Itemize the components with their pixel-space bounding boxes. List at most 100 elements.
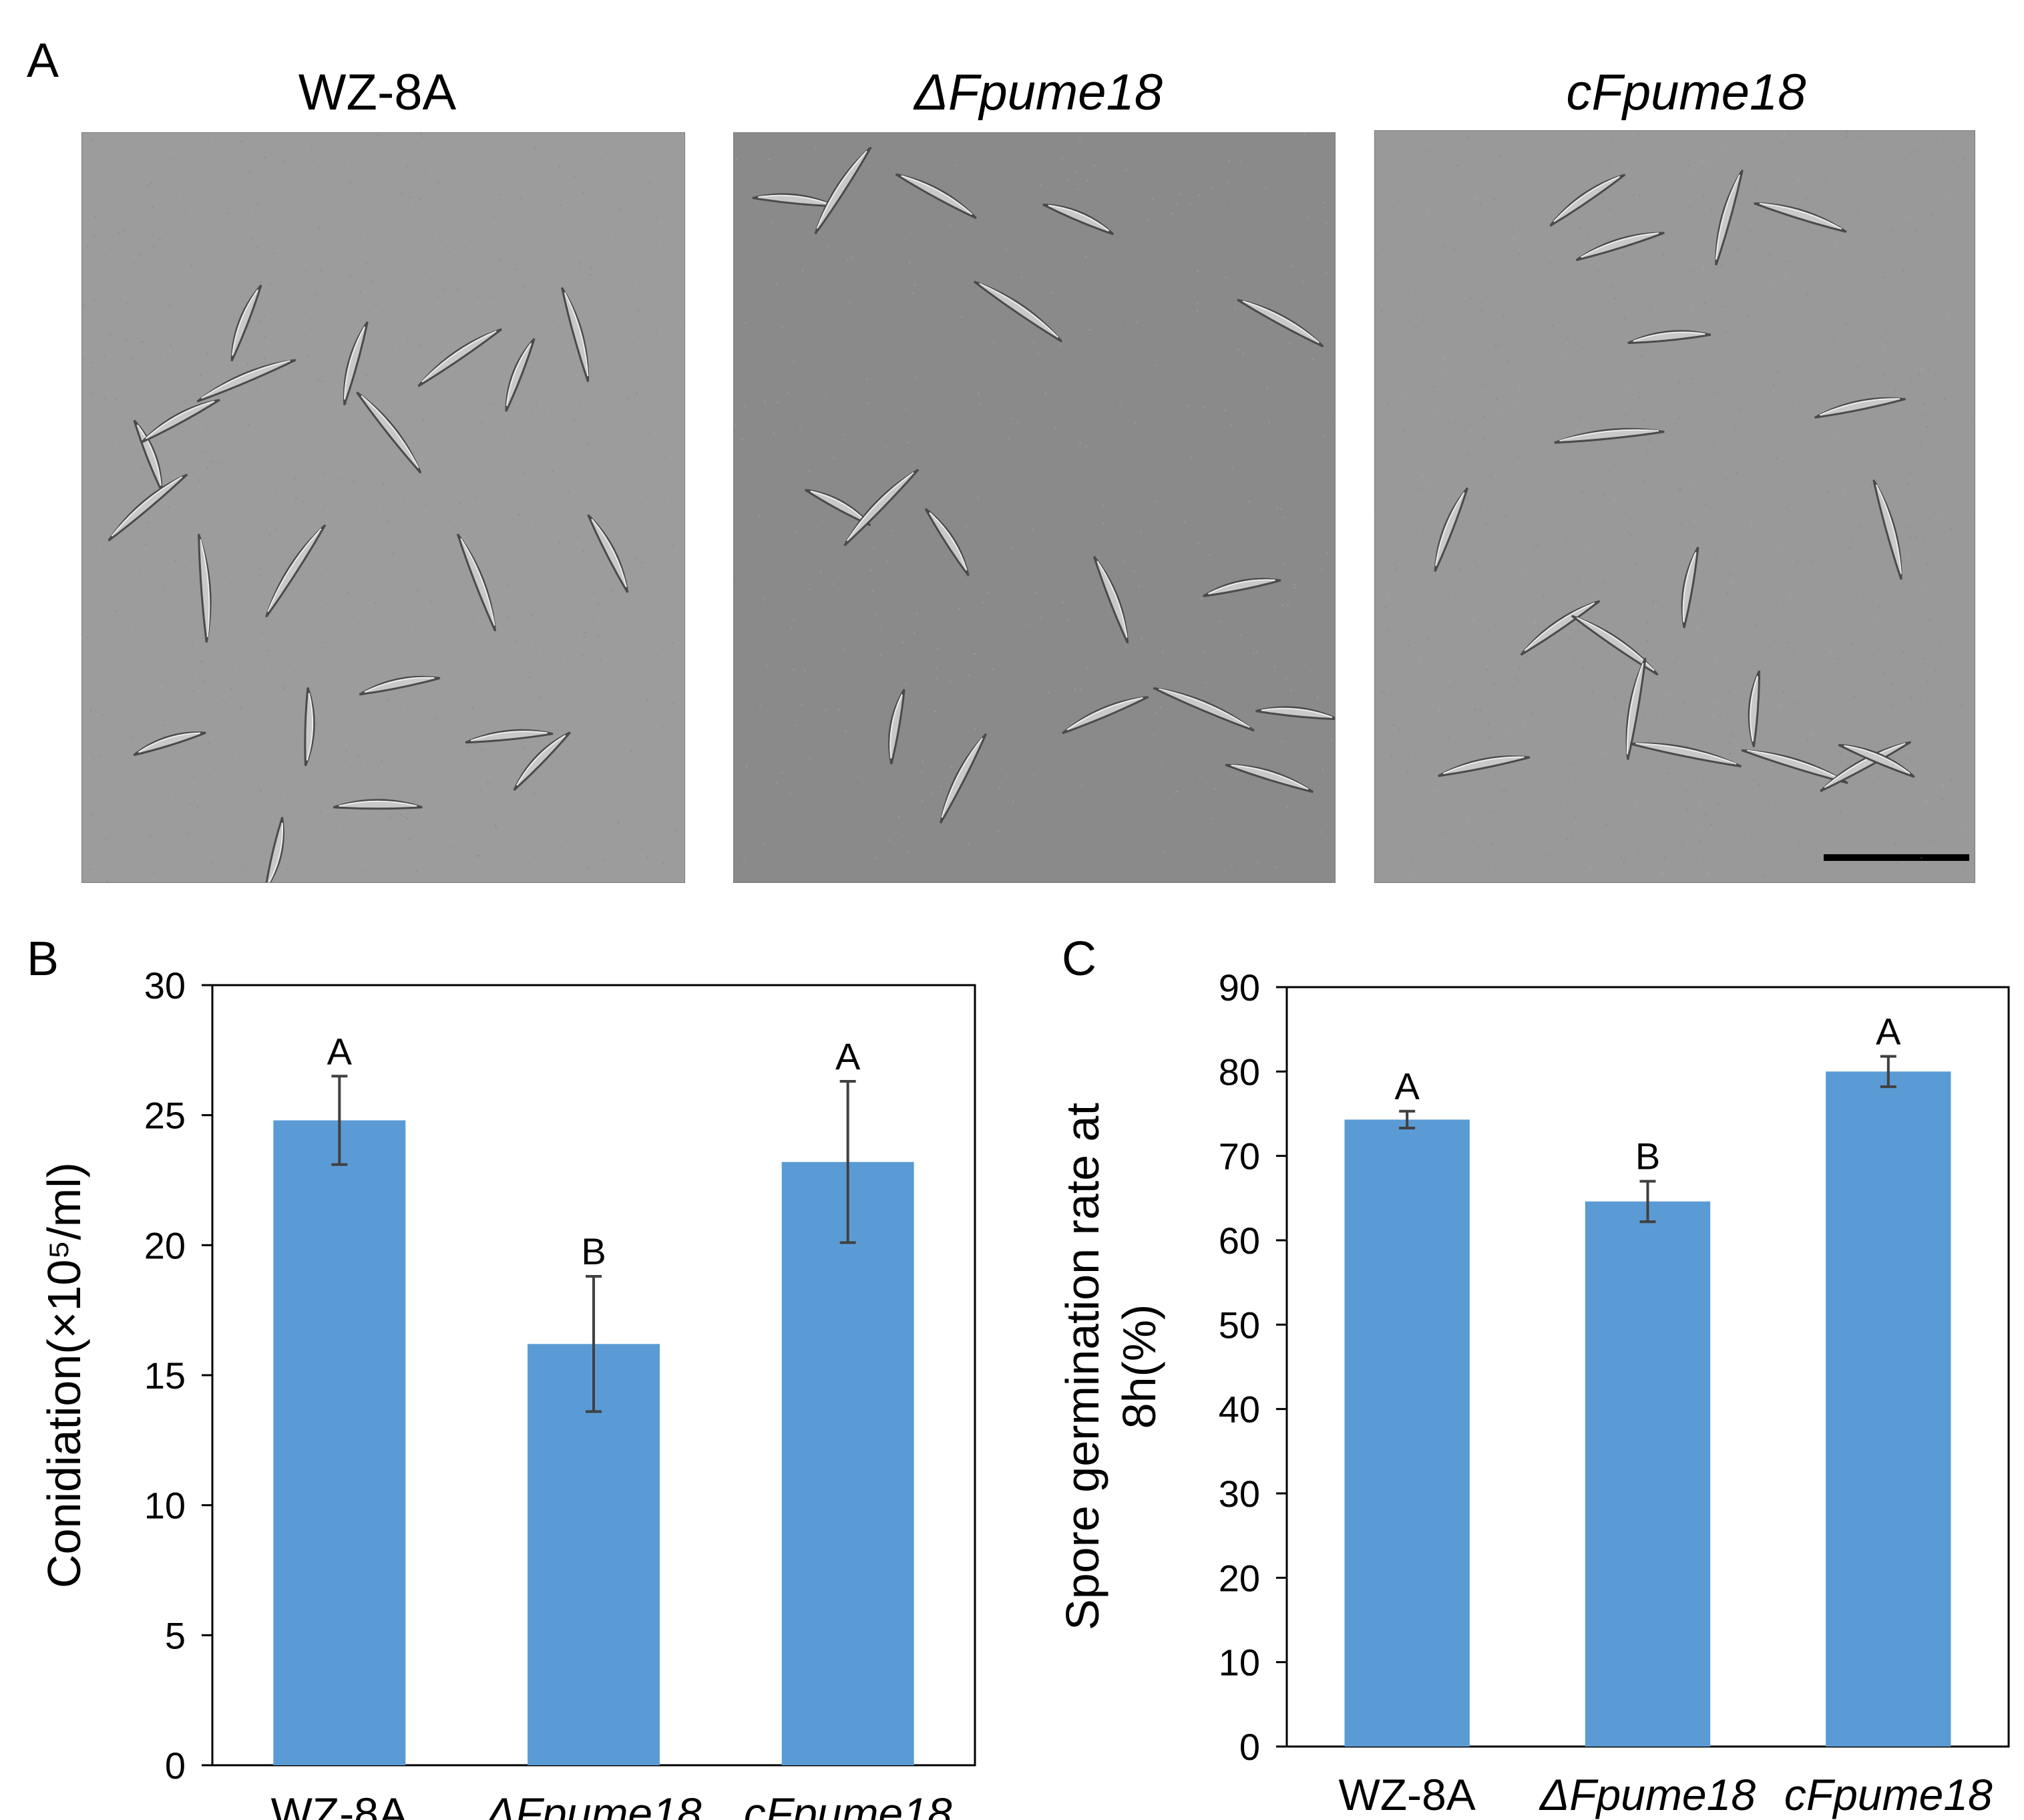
chart-b-ytick-label: 10	[144, 1485, 186, 1527]
chart-c-ytick-label: 50	[1219, 1304, 1260, 1346]
spore	[940, 733, 987, 824]
spore	[264, 817, 284, 882]
spore	[804, 488, 871, 526]
spore	[1754, 202, 1847, 233]
chart-b-bar	[528, 1344, 660, 1765]
micrograph-background	[82, 133, 684, 882]
chart-c-category-label: WZ-8A	[1339, 1770, 1476, 1819]
chart-c-ylabel-line2: 8h(%)	[1113, 1304, 1165, 1429]
spore	[265, 524, 327, 618]
spore	[1629, 742, 1742, 767]
panel-c-label: C	[1062, 932, 1096, 986]
spore	[1715, 169, 1744, 266]
chart-b-ytick-label: 0	[165, 1745, 186, 1787]
chart-c-category-label: ΔFpume18	[1539, 1770, 1756, 1819]
chart-b-ytick-label: 15	[144, 1354, 186, 1397]
spore	[505, 338, 536, 412]
spore	[1434, 487, 1468, 572]
chart-b-significance-label: B	[581, 1230, 606, 1272]
spore	[1838, 743, 1915, 778]
spore	[814, 146, 872, 234]
spore	[141, 399, 220, 443]
spore	[1153, 687, 1255, 732]
spore	[196, 359, 296, 403]
spore	[1554, 427, 1665, 444]
spore	[108, 474, 188, 542]
spore	[561, 287, 590, 382]
spore	[974, 281, 1063, 343]
chart-c-significance-label: B	[1635, 1135, 1660, 1177]
spore	[1625, 657, 1647, 760]
chart-c-ytick-label: 70	[1219, 1135, 1260, 1177]
chart-b-significance-label: A	[327, 1030, 353, 1072]
spore	[465, 729, 554, 744]
spore	[1255, 706, 1335, 721]
chart-c-bar	[1344, 1119, 1470, 1747]
spore	[1225, 763, 1314, 793]
spore	[1203, 578, 1281, 598]
spore	[895, 173, 977, 220]
chart-c-significance-label: A	[1876, 1011, 1901, 1053]
chart-b-category-label: ΔFpume18	[484, 1789, 701, 1820]
spore	[456, 533, 497, 632]
strain-title-complement: cFpume18	[1566, 64, 1806, 121]
spore	[587, 514, 629, 593]
chart-b-bar	[781, 1161, 914, 1765]
spore	[359, 675, 441, 696]
spore	[417, 328, 503, 387]
spore	[1438, 755, 1531, 777]
spore	[304, 687, 315, 767]
spore	[1872, 479, 1902, 580]
chart-c-ytick-label: 30	[1219, 1473, 1260, 1515]
spore	[343, 321, 369, 405]
spore	[843, 468, 920, 546]
scale-bar	[1824, 854, 1969, 861]
chart-b-significance-label: A	[835, 1035, 861, 1077]
spore	[1681, 546, 1699, 628]
chart-b-bar	[273, 1120, 406, 1765]
chart-c-ytick-label: 10	[1219, 1642, 1260, 1684]
chart-c-ytick-label: 20	[1219, 1557, 1260, 1599]
chart-c-bar	[1826, 1071, 1951, 1747]
spore	[1814, 397, 1906, 419]
chart-c-ytick-label: 60	[1219, 1220, 1260, 1262]
spore	[1748, 670, 1761, 747]
micrograph-deletion	[733, 132, 1336, 883]
panel-a-label: A	[27, 34, 59, 87]
spore	[1820, 741, 1911, 793]
chart-c-bar	[1585, 1201, 1711, 1747]
spore	[230, 285, 262, 362]
spore	[1092, 556, 1129, 644]
chart-b-ylabel: Conidiation(×10⁵/ml)	[38, 1162, 90, 1588]
spore	[888, 689, 905, 765]
spore	[1549, 174, 1626, 227]
spore	[356, 391, 422, 474]
chart-b-ytick-label: 5	[165, 1614, 186, 1656]
spore	[198, 534, 212, 643]
spore	[1237, 299, 1324, 348]
chart-c-ytick-label: 40	[1219, 1389, 1260, 1431]
spore	[333, 799, 423, 810]
spore	[1520, 600, 1601, 656]
spore	[1062, 696, 1149, 735]
chart-b-category-label: cFpume18	[744, 1789, 952, 1820]
chart-c-ytick-label: 80	[1219, 1051, 1260, 1093]
strain-title-wz8a: WZ-8A	[298, 64, 457, 121]
chart-b-ytick-label: 30	[144, 964, 186, 1007]
spore	[1627, 330, 1711, 345]
chart-c-ytick-label: 90	[1219, 966, 1260, 1009]
chart-b-ytick-label: 25	[144, 1095, 186, 1137]
chart-c-ylabel-line1: Spore germination rate at	[1056, 1103, 1108, 1630]
chart-c-category-label: cFpume18	[1784, 1770, 1993, 1819]
strain-title-deletion: ΔFpume18	[914, 64, 1163, 121]
spore	[1575, 232, 1665, 261]
chart-c-ytick-label: 0	[1239, 1726, 1260, 1768]
chart-b-ytick-label: 20	[144, 1224, 186, 1266]
chart-c-significance-label: A	[1394, 1065, 1420, 1107]
panel-b-label: B	[27, 932, 59, 986]
micrograph-wz8a	[81, 132, 685, 883]
spore	[1571, 614, 1659, 676]
spore	[133, 731, 206, 757]
spore	[513, 731, 571, 791]
